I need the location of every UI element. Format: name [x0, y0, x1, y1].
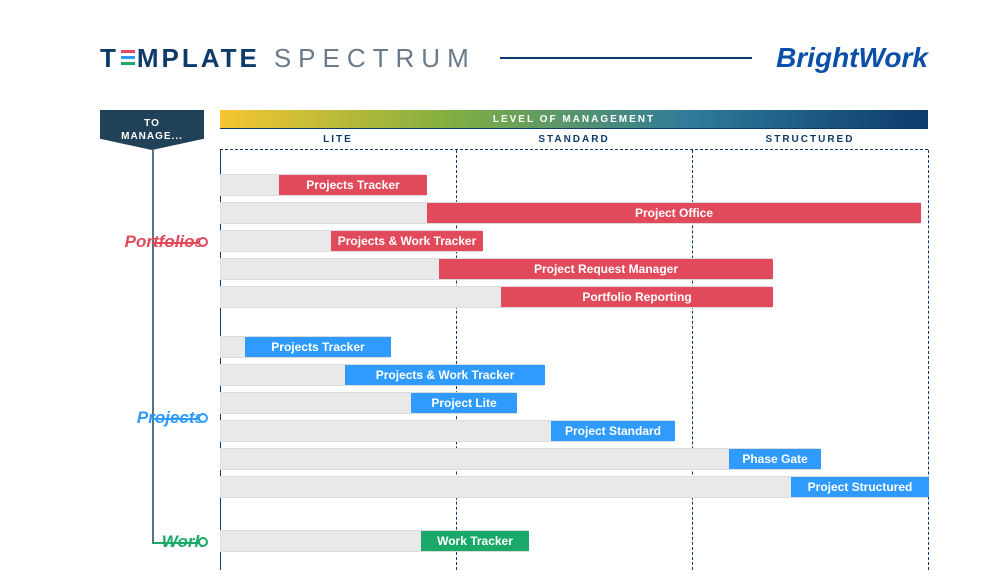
group-lead-line	[152, 242, 202, 244]
bar-label: Project Standard	[555, 424, 671, 438]
brand-part1: Bright	[776, 42, 858, 73]
bar-track: Work Tracker	[220, 530, 528, 552]
level-gradient-bar: LEVEL OF MANAGEMENT	[220, 110, 928, 128]
bar-track: Projects Tracker	[220, 174, 426, 196]
bar-fill: Projects Tracker	[279, 175, 427, 195]
group-lead-node	[198, 537, 208, 547]
bar-track: Projects & Work Tracker	[220, 230, 482, 252]
bar-label: Project Structured	[798, 480, 923, 494]
brand-logo: BrightWork	[776, 42, 928, 74]
level-lite: LITE	[220, 129, 456, 149]
bar-fill: Project Standard	[551, 421, 675, 441]
bar-fill: Projects & Work Tracker	[345, 365, 545, 385]
group-lead-line	[152, 418, 202, 420]
header-rule	[500, 57, 752, 59]
group-lead-node	[198, 413, 208, 423]
bar-fill: Portfolio Reporting	[501, 287, 773, 307]
level-labels-row: LITE STANDARD STRUCTURED	[220, 128, 928, 150]
bar-fill: Project Request Manager	[439, 259, 773, 279]
bar-label: Project Request Manager	[524, 262, 688, 276]
bar-fill: Project Office	[427, 203, 921, 223]
group-lead-node	[198, 237, 208, 247]
to-manage-tag: TO MANAGE...	[100, 110, 204, 150]
level-structured: STRUCTURED	[692, 129, 928, 149]
header: T MPLATE SPECTRUM BrightWork	[100, 38, 928, 78]
leader-vertical	[152, 150, 154, 544]
title-t: T	[100, 43, 119, 74]
title-spectrum: SPECTRUM	[274, 43, 476, 74]
bar-label: Projects & Work Tracker	[366, 368, 525, 382]
bar-fill: Projects & Work Tracker	[331, 231, 483, 251]
title: T MPLATE SPECTRUM	[100, 43, 476, 74]
group-lead-line	[152, 542, 202, 544]
brand-part2: Work	[859, 42, 929, 73]
bar-fill: Projects Tracker	[245, 337, 391, 357]
bar-fill: Project Lite	[411, 393, 517, 413]
bar-label: Project Lite	[421, 396, 506, 410]
to-manage-line2: MANAGE...	[121, 130, 183, 143]
bar-label: Project Office	[625, 206, 723, 220]
bar-track: Project Request Manager	[220, 258, 772, 280]
bar-track: Phase Gate	[220, 448, 820, 470]
level-standard: STANDARD	[456, 129, 692, 149]
bar-label: Projects Tracker	[296, 178, 409, 192]
bar-track: Portfolio Reporting	[220, 286, 772, 308]
column-divider	[928, 150, 929, 570]
title-rest: MPLATE	[137, 43, 260, 74]
bar-track: Projects Tracker	[220, 336, 390, 358]
bar-fill: Project Structured	[791, 477, 929, 497]
bar-label: Work Tracker	[427, 534, 523, 548]
bar-label: Projects Tracker	[261, 340, 374, 354]
level-header-label: LEVEL OF MANAGEMENT	[493, 114, 655, 125]
bar-track: Project Office	[220, 202, 920, 224]
bar-fill: Phase Gate	[729, 449, 821, 469]
bar-track: Project Lite	[220, 392, 516, 414]
to-manage-line1: TO	[144, 117, 160, 130]
bar-label: Phase Gate	[732, 452, 817, 466]
axis-header: LEVEL OF MANAGEMENT LITE STANDARD STRUCT…	[220, 110, 928, 156]
title-bars-icon	[121, 50, 135, 65]
bar-track: Project Standard	[220, 420, 674, 442]
bar-track: Project Structured	[220, 476, 928, 498]
bar-track: Projects & Work Tracker	[220, 364, 544, 386]
bar-label: Portfolio Reporting	[572, 290, 701, 304]
bar-fill: Work Tracker	[421, 531, 529, 551]
bar-label: Projects & Work Tracker	[331, 234, 483, 248]
